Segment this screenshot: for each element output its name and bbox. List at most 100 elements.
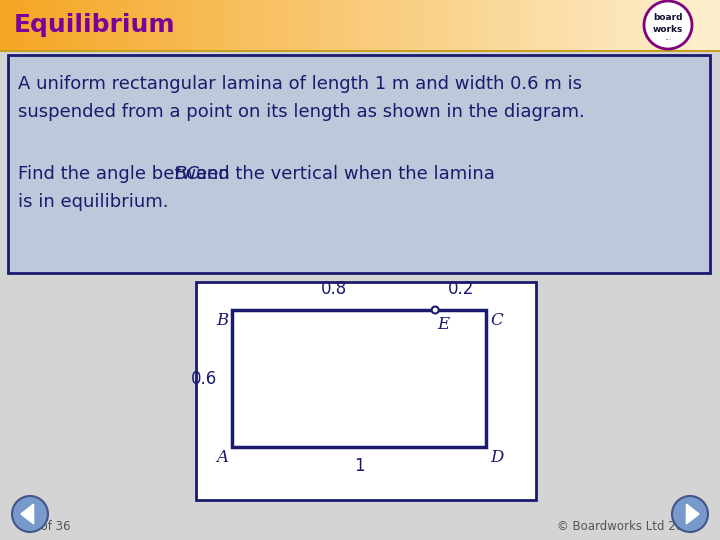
Bar [414, 0, 424, 50]
Bar [630, 0, 640, 50]
Bar [513, 0, 523, 50]
Bar [648, 0, 658, 50]
Bar [63, 0, 73, 50]
Text: ...: ... [665, 33, 672, 43]
Bar [666, 0, 676, 50]
Polygon shape [686, 504, 699, 524]
Bar [342, 0, 352, 50]
Bar [585, 0, 595, 50]
Bar [693, 0, 703, 50]
Bar [369, 0, 379, 50]
Text: A: A [216, 449, 228, 466]
Bar [468, 0, 478, 50]
Bar [81, 0, 91, 50]
Bar [0, 0, 10, 50]
Bar [153, 0, 163, 50]
Bar [135, 0, 145, 50]
Bar [0, 50, 720, 52]
Bar [450, 0, 460, 50]
Bar [702, 0, 712, 50]
Text: 0.6: 0.6 [191, 369, 217, 388]
Circle shape [644, 1, 692, 49]
Bar [360, 0, 370, 50]
Bar [531, 0, 541, 50]
Bar [603, 0, 613, 50]
Bar [27, 0, 37, 50]
Bar [18, 0, 28, 50]
Bar [36, 0, 46, 50]
Text: 23 of 36: 23 of 36 [22, 520, 71, 533]
Polygon shape [21, 504, 34, 524]
Bar [90, 0, 100, 50]
Circle shape [672, 496, 708, 532]
Bar [567, 0, 577, 50]
Bar [405, 0, 415, 50]
Text: 0.2: 0.2 [447, 280, 474, 298]
Bar [9, 0, 19, 50]
Bar [189, 0, 199, 50]
Bar [297, 0, 307, 50]
Bar [621, 0, 631, 50]
Bar [639, 0, 649, 50]
Bar [117, 0, 127, 50]
Bar [684, 0, 694, 50]
Bar [108, 0, 118, 50]
Bar [495, 0, 505, 50]
Bar [54, 0, 64, 50]
Bar [306, 0, 316, 50]
Bar [144, 0, 154, 50]
Bar [270, 0, 280, 50]
Bar [558, 0, 568, 50]
Text: board: board [653, 14, 683, 23]
Text: D: D [490, 449, 503, 466]
Circle shape [432, 307, 438, 314]
Bar [423, 0, 433, 50]
Bar [207, 0, 217, 50]
Text: BC: BC [175, 165, 200, 183]
Bar [198, 0, 208, 50]
Bar [540, 0, 550, 50]
Bar [594, 0, 604, 50]
Bar [232, 310, 486, 447]
Bar [315, 0, 325, 50]
Bar [99, 0, 109, 50]
Text: 1: 1 [354, 457, 364, 475]
Bar [657, 0, 667, 50]
Bar [612, 0, 622, 50]
Text: suspended from a point on its length as shown in the diagram.: suspended from a point on its length as … [18, 103, 585, 121]
Bar [675, 0, 685, 50]
Bar [486, 0, 496, 50]
Bar [126, 0, 136, 50]
Bar [387, 0, 397, 50]
Text: and the vertical when the lamina: and the vertical when the lamina [190, 165, 495, 183]
Bar [576, 0, 586, 50]
Text: B: B [216, 312, 228, 329]
Text: is in equilibrium.: is in equilibrium. [18, 193, 168, 211]
Bar [45, 0, 55, 50]
Circle shape [12, 496, 48, 532]
Bar [234, 0, 244, 50]
Text: C: C [490, 312, 503, 329]
Bar [225, 0, 235, 50]
Bar [378, 0, 388, 50]
Bar [196, 282, 536, 500]
Bar [549, 0, 559, 50]
Bar [8, 55, 710, 273]
Text: works: works [653, 24, 683, 33]
Text: Equilibrium: Equilibrium [14, 13, 176, 37]
Bar [711, 0, 720, 50]
Bar [333, 0, 343, 50]
Bar [252, 0, 262, 50]
Text: 0.8: 0.8 [320, 280, 347, 298]
Bar [279, 0, 289, 50]
Bar [324, 0, 334, 50]
Bar [180, 0, 190, 50]
Bar [171, 0, 181, 50]
Text: A uniform rectangular lamina of length 1 m and width 0.6 m is: A uniform rectangular lamina of length 1… [18, 75, 582, 93]
Text: © Boardworks Ltd 2006: © Boardworks Ltd 2006 [557, 520, 698, 533]
Bar [477, 0, 487, 50]
Text: Find the angle between: Find the angle between [18, 165, 235, 183]
Bar [243, 0, 253, 50]
Bar [72, 0, 82, 50]
Text: E: E [437, 316, 449, 333]
